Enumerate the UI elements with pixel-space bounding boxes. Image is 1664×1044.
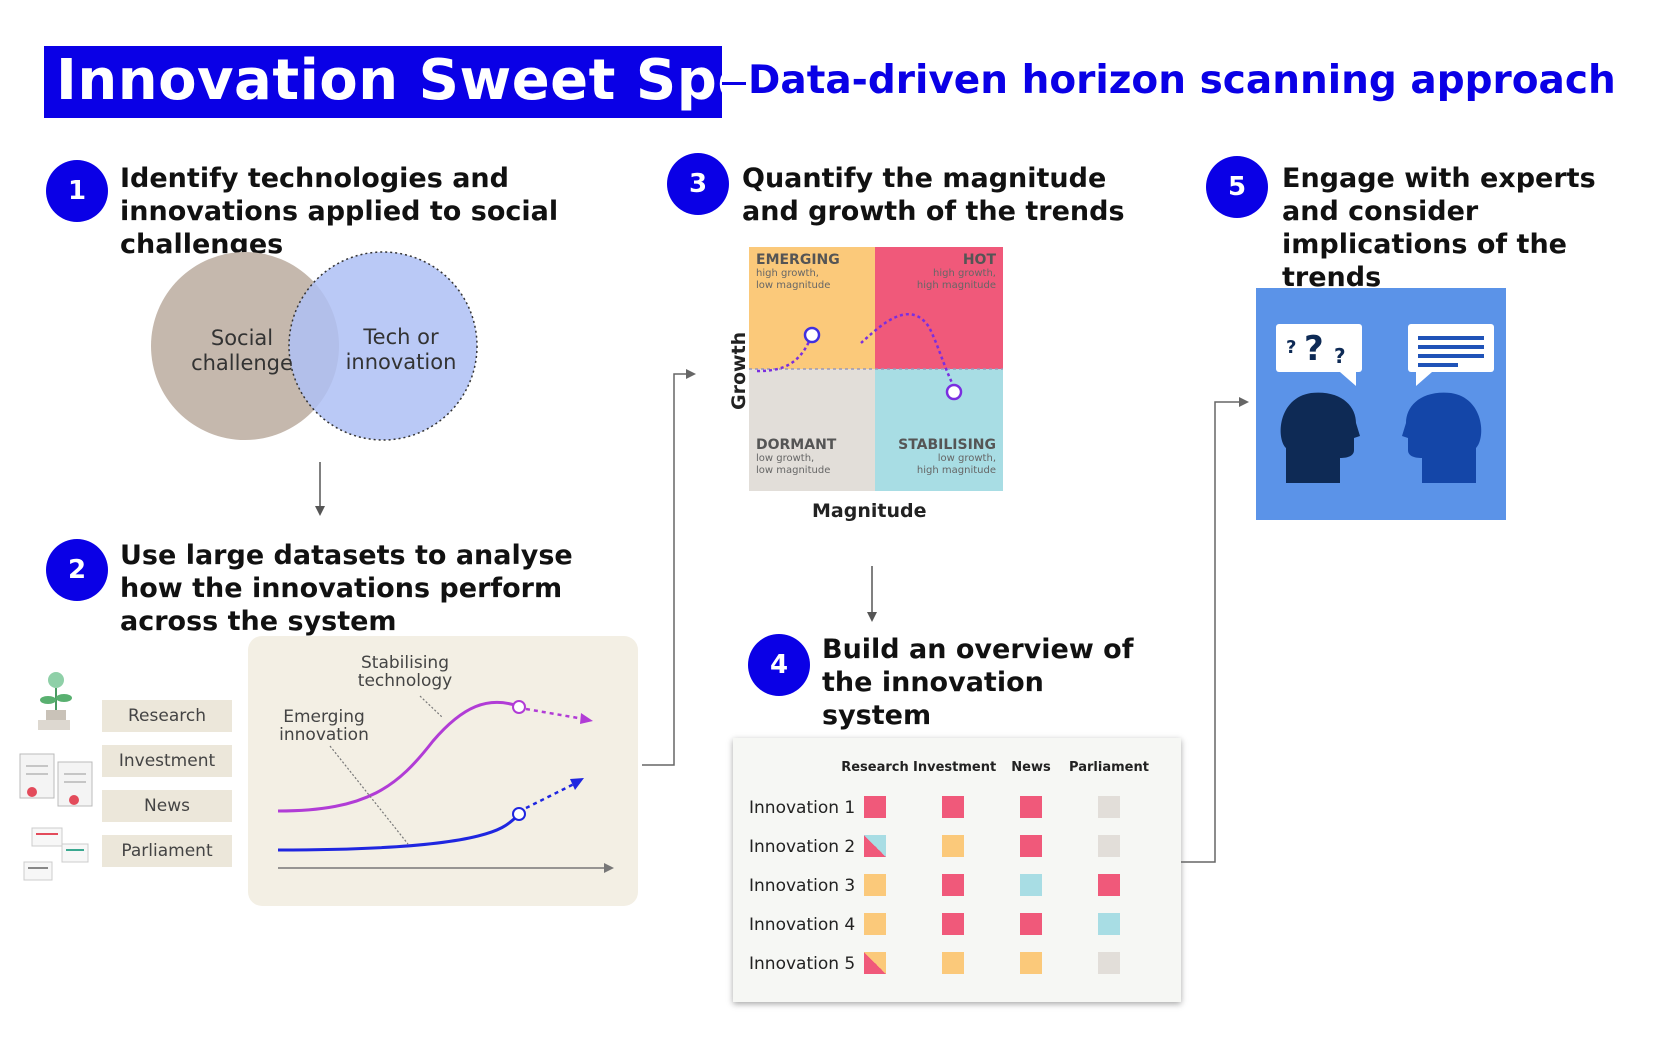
row-label: Innovation 2 <box>749 837 856 857</box>
table-cell <box>864 835 886 857</box>
innovation-overview-table: Research Investment News Parliament Inno… <box>733 738 1181 1002</box>
table-cell <box>864 796 886 818</box>
table-cell <box>864 952 886 974</box>
trend-curves-chart <box>277 695 614 873</box>
svg-text:?: ? <box>1304 329 1324 369</box>
quadrant-stabilising <box>875 369 1003 491</box>
venn-left-label: Social challenge <box>191 326 293 375</box>
title-banner <box>44 46 722 118</box>
table-cell <box>1098 952 1120 974</box>
arrow-down-2 <box>867 566 877 622</box>
table-cell <box>1020 796 1042 818</box>
table-cell <box>1020 874 1042 896</box>
quote-bubble-icon <box>1408 324 1494 386</box>
col-header-research: Research <box>841 760 909 775</box>
row-label: Innovation 5 <box>749 954 856 974</box>
step-5-text: Engage with experts and consider implica… <box>1282 163 1596 293</box>
source-pill-research: Research <box>102 700 232 732</box>
emerging-label: EMERGING high growth, low magnitude <box>756 252 840 291</box>
news-clippings-icon <box>23 827 89 881</box>
col-header-parliament: Parliament <box>1069 760 1149 775</box>
quadrant-overlay <box>749 313 1003 401</box>
venn-tech-circle <box>288 251 478 441</box>
stabilising-curve-label: Stabilising technology <box>357 653 453 691</box>
table-cell <box>942 835 964 857</box>
step-2-text: Use large datasets to analyse how the in… <box>120 540 573 637</box>
step-5-badge: 5 <box>1206 156 1268 218</box>
quadrant-emerging <box>749 247 875 369</box>
quadrant-dormant <box>749 369 875 491</box>
source-pill-parliament: Parliament <box>102 835 232 867</box>
step-3-text: Quantify the magnitude and growth of the… <box>742 163 1125 227</box>
stabilising-label: STABILISING low growth, high magnitude <box>898 437 996 476</box>
head-right-icon <box>1402 392 1482 483</box>
table-cell <box>1020 913 1042 935</box>
arrow-down-1 <box>315 462 325 516</box>
svg-text:?: ? <box>1286 337 1296 358</box>
table-cell <box>942 913 964 935</box>
table-cell <box>1098 913 1120 935</box>
venn-diagram <box>151 251 478 441</box>
row-label: Innovation 1 <box>749 798 856 818</box>
table-cell <box>864 874 886 896</box>
x-axis-label: Magnitude <box>812 500 927 522</box>
row-label: Innovation 4 <box>749 915 856 935</box>
head-left-icon <box>1280 392 1360 483</box>
table-cell <box>1020 952 1042 974</box>
emerging-curve-label: Emerging innovation <box>279 707 369 745</box>
connector-4-to-5 <box>1181 397 1249 863</box>
step-4-text: Build an overview of the innovation syst… <box>822 634 1134 731</box>
connector-2-to-3 <box>642 369 696 766</box>
table-cell <box>1098 835 1120 857</box>
patent-documents-icon <box>19 753 93 807</box>
row-label: Innovation 3 <box>749 876 856 896</box>
trend-curves-panel <box>248 636 638 906</box>
stabilising-curve <box>277 700 519 813</box>
title-connector <box>722 82 746 85</box>
venn-social-circle <box>151 252 339 440</box>
table-cell <box>942 874 964 896</box>
emerging-curve <box>277 812 521 852</box>
page-subtitle: Data-driven horizon scanning approach <box>748 58 1616 103</box>
svg-text:?: ? <box>1334 344 1346 368</box>
experts-graphic: ? ? ? <box>1276 324 1494 483</box>
step-1-text: Identify technologies and innovations ap… <box>120 163 559 260</box>
plant-coin-icon <box>38 672 72 730</box>
source-pill-investment: Investment <box>102 745 232 777</box>
venn-right-label: Tech or innovation <box>345 325 457 374</box>
table-cell <box>1098 796 1120 818</box>
step-4-badge: 4 <box>748 634 810 696</box>
step-1-badge: 1 <box>46 160 108 222</box>
table-cell <box>942 796 964 818</box>
col-header-investment: Investment <box>913 760 997 775</box>
hot-label: HOT high growth, high magnitude <box>916 252 996 291</box>
table-cell <box>942 952 964 974</box>
table-cell <box>1020 835 1042 857</box>
step-2-badge: 2 <box>46 539 108 601</box>
step-3-badge: 3 <box>667 153 729 215</box>
quadrant-hot <box>875 247 1003 369</box>
col-header-news: News <box>1011 760 1051 775</box>
source-pill-news: News <box>102 790 232 822</box>
page-title: Innovation Sweet Spots <box>56 48 818 113</box>
table-cell <box>864 913 886 935</box>
question-bubble-icon: ? ? ? <box>1276 324 1362 386</box>
table-cell <box>1098 874 1120 896</box>
dormant-label: DORMANT low growth, low magnitude <box>756 437 837 476</box>
data-source-icons <box>19 672 93 881</box>
